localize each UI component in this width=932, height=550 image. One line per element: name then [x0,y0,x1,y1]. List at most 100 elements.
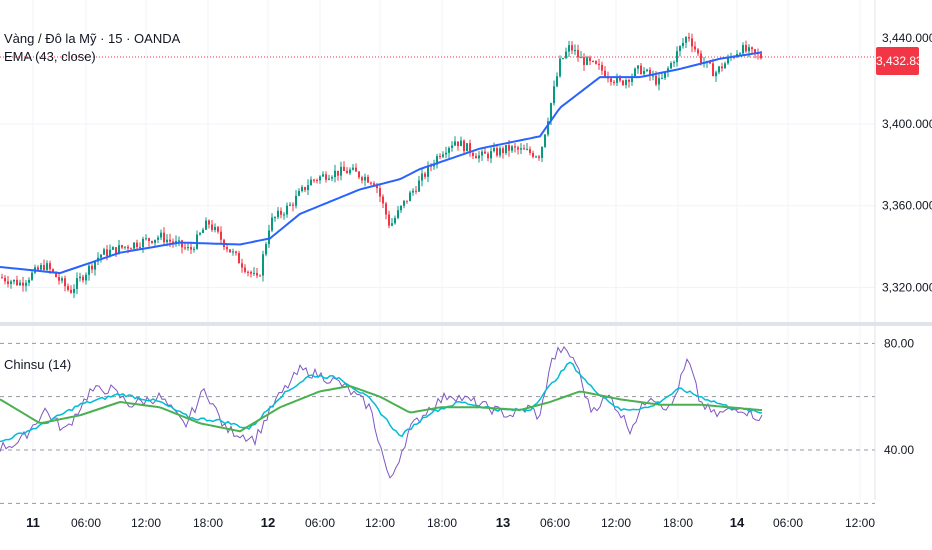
candle-body [193,248,195,250]
candle-body [340,166,342,176]
candle-body [151,240,153,243]
candle [640,62,642,75]
candle-body [337,170,339,176]
candle [1,273,3,279]
candle [514,142,516,153]
time-axis-label: 18:00 [663,516,693,530]
candle-body [94,261,96,270]
candle [670,61,672,70]
candle [286,202,288,218]
candle [451,141,453,152]
candle-body [85,274,87,281]
candle-body [376,184,378,189]
candle-body [1,277,3,279]
candle [262,250,264,282]
candle-body [25,282,27,286]
candle [478,151,480,163]
candle-body [415,190,417,192]
candle [178,236,180,247]
candle [598,58,600,70]
axes: 3,440.000 3,400.000 3,360.000 3,320.000 80.0… [26,31,932,530]
candle [247,270,249,277]
candle-body [280,210,282,215]
candle-body [400,205,402,211]
candle [193,246,195,253]
candle-body [211,224,213,230]
candle [382,194,384,208]
candle [400,205,402,213]
candle-body [748,47,750,52]
oscillator-legend[interactable]: Chinsu (14) [4,357,72,372]
candle-body [181,240,183,248]
candle [505,145,507,155]
candle [28,277,30,287]
candle-body [727,57,729,64]
candle-body [286,205,288,215]
candle-body [334,170,336,178]
candle-body [742,45,744,54]
candle [586,55,588,66]
candle-body [271,217,273,231]
candle [268,224,270,248]
candle-body [604,70,606,77]
candle [544,134,546,148]
candle-body [514,146,516,148]
candle [496,144,498,158]
candle [46,260,48,272]
time-axis-label: 14 [730,515,745,530]
candle [619,74,621,83]
candle-body [676,51,678,63]
candle [289,202,291,207]
candle-body [556,76,558,87]
candle-body [697,49,699,54]
candle-body [550,103,552,122]
candle-body [760,54,762,59]
candle-body [226,247,228,250]
candle [358,170,360,180]
candle [184,243,186,251]
candle-body [715,72,717,77]
candle [397,205,399,220]
candle-body [592,60,594,62]
candle-body [40,265,42,270]
candle [70,285,72,294]
candle-body [691,38,693,47]
candle [319,175,321,184]
candle-body [520,148,522,150]
candle [724,61,726,69]
candle-body [412,190,414,193]
candle [385,201,387,220]
candle-body [463,140,465,152]
candle-body [388,214,390,226]
candle [313,178,315,183]
candle [691,33,693,53]
candle [394,215,396,225]
candle [436,153,438,169]
candle [418,175,420,193]
candle-body [301,187,303,191]
candle-body [595,61,597,64]
candle-body [754,49,756,53]
candle-body [343,166,345,171]
candle [73,284,75,299]
ema-legend[interactable]: EMA (43, close) [4,49,96,64]
candle-body [499,148,501,156]
candle-body [46,263,48,270]
candle-body [322,174,324,177]
candle [553,80,555,106]
candle-body [118,245,120,254]
candle-body [4,277,6,282]
candle-body [19,282,21,286]
candle [271,213,273,233]
symbol-title[interactable]: Vàng / Đô la Mỹ · 15 · OANDA [4,31,181,46]
candle [364,173,366,187]
candle-body [658,78,660,85]
candle-body [685,37,687,43]
candle-body [307,185,309,190]
candle-body [445,152,447,155]
candle-body [355,167,357,172]
candle [610,77,612,86]
candle-body [721,66,723,69]
candle-body [70,289,72,293]
